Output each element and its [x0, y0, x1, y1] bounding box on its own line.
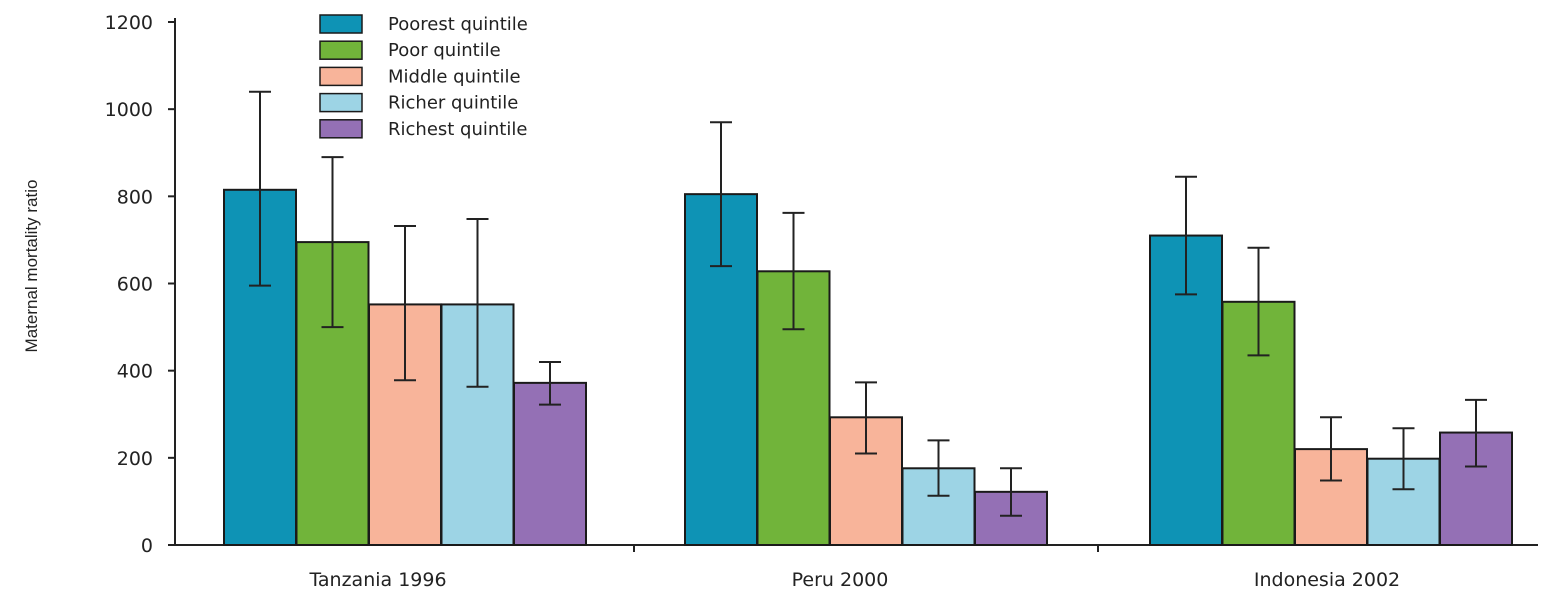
error-bar — [1000, 467, 1022, 517]
error-bar — [249, 90, 271, 287]
error-bar — [1175, 175, 1197, 296]
error-bar — [1320, 416, 1342, 482]
error-bar — [394, 224, 416, 382]
bar — [513, 381, 587, 546]
y-tick-label: 1200 — [105, 12, 153, 34]
legend-swatch — [319, 92, 363, 113]
error-bar — [466, 217, 489, 388]
bars — [223, 188, 1513, 547]
error-bar — [539, 360, 561, 406]
error-bar — [710, 121, 732, 268]
error-bars — [249, 90, 1487, 517]
legend-swatch — [319, 40, 363, 60]
error-bar — [927, 439, 950, 497]
legend-label: Middle quintile — [388, 66, 521, 87]
y-tick-label: 800 — [117, 186, 153, 208]
y-tick-label: 400 — [117, 361, 153, 383]
error-bar — [1465, 398, 1487, 468]
legend-label: Richest quintile — [388, 119, 527, 140]
legend-label: Poor quintile — [388, 40, 501, 61]
y-tick-label: 200 — [117, 448, 153, 470]
y-tick-label: 1000 — [105, 99, 153, 121]
x-category-label: Peru 2000 — [792, 569, 889, 589]
x-category-label: Tanzania 1996 — [308, 569, 446, 589]
y-tick-label: 0 — [141, 535, 153, 557]
x-category-label: Indonesia 2002 — [1254, 569, 1400, 589]
legend-label: Richer quintile — [388, 93, 518, 114]
error-bar — [782, 211, 805, 331]
y-tick-label: 600 — [117, 274, 153, 296]
legend: Poorest quintile Poor quintile Middle quin… — [319, 14, 528, 140]
error-bar — [855, 381, 877, 455]
y-axis-title: Maternal mortality ratio — [22, 180, 41, 353]
legend-swatch — [319, 119, 363, 139]
error-bar — [321, 156, 344, 329]
legend-swatch — [319, 14, 363, 34]
error-bar — [1392, 427, 1415, 491]
legend-label: Poorest quintile — [388, 14, 528, 35]
error-bar — [1247, 246, 1270, 357]
legend-swatch — [319, 66, 363, 87]
